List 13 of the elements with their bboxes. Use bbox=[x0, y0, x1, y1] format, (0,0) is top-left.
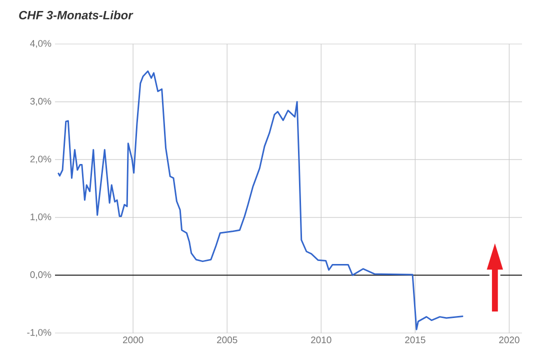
x-tick-label: 2000 bbox=[122, 336, 144, 344]
y-tick-label: 2,0% bbox=[30, 156, 52, 164]
x-tick-label: 2005 bbox=[217, 336, 238, 344]
x-tick-label: 2020 bbox=[499, 336, 520, 344]
x-tick-label: 2015 bbox=[405, 336, 426, 344]
line-series bbox=[57, 70, 464, 330]
y-tick-label: 4,0% bbox=[30, 40, 52, 48]
y-tick-label: 1,0% bbox=[30, 213, 52, 222]
y-tick-label: -1,0% bbox=[27, 329, 52, 337]
y-tick-label: 3,0% bbox=[30, 98, 52, 106]
chart-title: CHF 3-Monats-Libor bbox=[19, 10, 134, 20]
x-tick-label: 2010 bbox=[311, 336, 332, 344]
y-tick-label: 0,0% bbox=[30, 271, 52, 280]
